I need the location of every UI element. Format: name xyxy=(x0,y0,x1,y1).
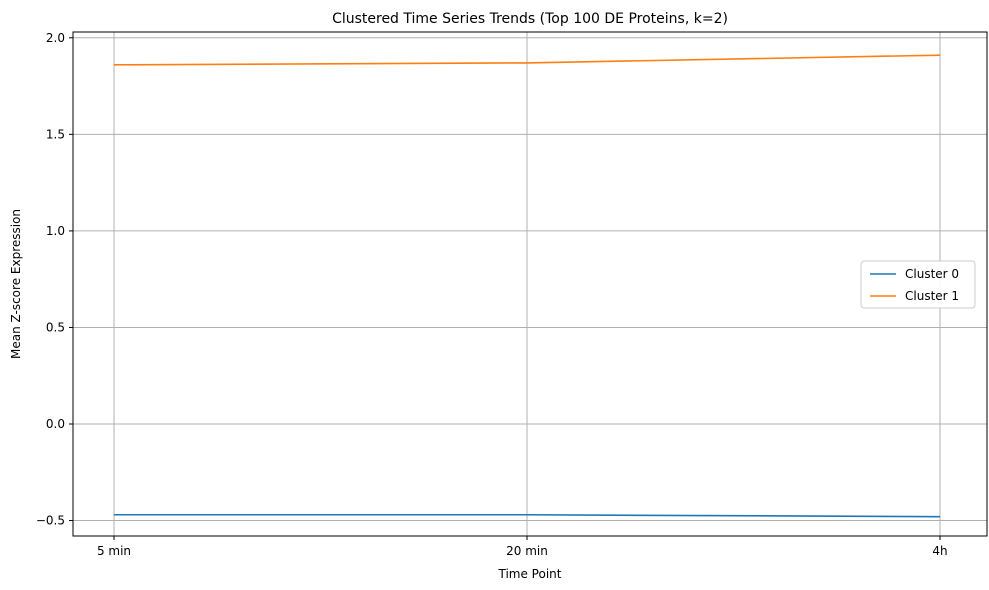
y-tick-label: −0.5 xyxy=(36,514,65,528)
legend-label: Cluster 0 xyxy=(905,267,959,281)
series-line-cluster-0 xyxy=(114,513,941,518)
chart-title: Clustered Time Series Trends (Top 100 DE… xyxy=(332,11,728,27)
legend-label: Cluster 1 xyxy=(905,289,959,303)
x-tick-label: 4h xyxy=(932,544,947,558)
y-tick-label: 1.0 xyxy=(46,224,65,238)
plot-frame xyxy=(72,31,988,537)
grid xyxy=(73,32,987,536)
y-tick-label: 0.5 xyxy=(46,320,65,334)
y-tick-label: 0.0 xyxy=(46,417,65,431)
y-axis-ticks: −0.5 0.0 0.5 1.0 1.5 2.0 xyxy=(36,31,73,528)
x-axis-label: Time Point xyxy=(498,567,562,581)
x-axis-ticks: 5 min 20 min 4h xyxy=(97,536,948,558)
y-axis-label: Mean Z-score Expression xyxy=(9,209,23,359)
series-lines xyxy=(113,54,941,518)
series-line-cluster-1 xyxy=(113,54,941,66)
y-tick-label: 1.5 xyxy=(46,127,65,141)
x-tick-label: 20 min xyxy=(506,544,548,558)
legend: Cluster 0 Cluster 1 xyxy=(860,260,976,309)
x-tick-label: 5 min xyxy=(97,544,131,558)
y-tick-label: 2.0 xyxy=(46,31,65,45)
